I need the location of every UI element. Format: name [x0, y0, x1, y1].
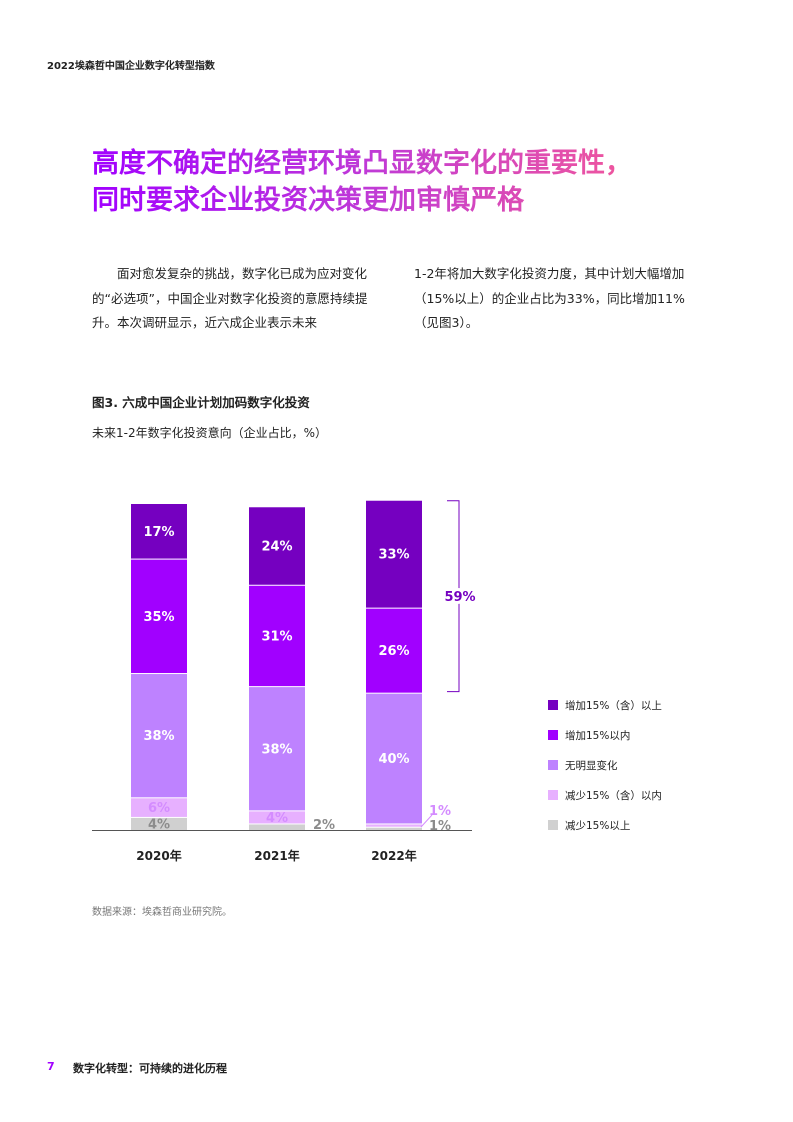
annotation-bracket: [447, 500, 460, 693]
page-number: 7: [47, 1060, 55, 1073]
data-label: 38%: [143, 729, 174, 744]
x-tick-label: 2022年: [371, 848, 416, 863]
bar-segment: [131, 559, 187, 674]
legend-swatch: [548, 820, 558, 830]
legend-swatch: [548, 760, 558, 770]
headline-line-2: 同时要求企业投资决策更加审慎严格: [92, 182, 712, 219]
figure-subtitle: 未来1-2年数字化投资意向（企业占比，%）: [92, 426, 328, 440]
running-header: 2022埃森哲中国企业数字化转型指数: [47, 61, 215, 72]
legend-label: 增加15%（含）以上: [565, 699, 662, 712]
body-text-right: 1-2年将加大数字化投资力度，其中计划大幅增加（15%以上）的企业占比为33%，…: [414, 266, 685, 330]
bar-segment: [249, 507, 305, 585]
data-label: 1%: [429, 804, 451, 819]
footer-section-title: 数字化转型：可持续的进化历程: [73, 1062, 227, 1075]
bar-segment: [131, 817, 187, 830]
data-label: 38%: [261, 742, 292, 757]
bar-segment: [366, 500, 422, 608]
bar-segment: [366, 827, 422, 830]
data-label: 40%: [378, 752, 409, 767]
legend-swatch: [548, 730, 558, 740]
data-label: 24%: [261, 540, 292, 555]
legend-label: 减少15%（含）以内: [565, 789, 662, 802]
annotation-label: 59%: [444, 590, 475, 605]
bar-segment: [249, 585, 305, 687]
legend-swatch: [548, 790, 558, 800]
legend-swatch: [548, 700, 558, 710]
bar-segment: [131, 798, 187, 817]
figure-title: 图3. 六成中国企业计划加码数字化投资: [92, 395, 310, 410]
bar-segment: [366, 693, 422, 824]
x-tick-label: 2020年: [136, 848, 181, 863]
legend-label: 减少15%以上: [565, 820, 630, 832]
x-tick-label: 2021年: [254, 848, 299, 863]
bar-segment: [249, 687, 305, 811]
legend-label: 无明显变化: [565, 759, 618, 772]
bar-segment: [131, 504, 187, 559]
bar-segment: [366, 824, 422, 827]
page-headline: 高度不确定的经营环境凸显数字化的重要性， 同时要求企业投资决策更加审慎严格: [92, 145, 712, 219]
data-label: 2%: [313, 818, 335, 833]
data-label: 35%: [143, 610, 174, 625]
legend-label: 增加15%以内: [565, 729, 630, 742]
data-label: 4%: [266, 811, 288, 826]
data-label: 26%: [378, 644, 409, 659]
bar-segment: [249, 824, 305, 830]
data-label: 6%: [148, 801, 170, 816]
body-text-left: 面对愈发复杂的挑战，数字化已成为应对变化的“必选项”，中国企业对数字化投资的意愿…: [92, 266, 368, 330]
data-label: 33%: [378, 548, 409, 563]
source-note: 数据来源：埃森哲商业研究院。: [92, 907, 232, 918]
data-label: 31%: [261, 629, 292, 644]
bar-segment: [366, 608, 422, 693]
data-label: 1%: [429, 819, 451, 834]
headline-line-1: 高度不确定的经营环境凸显数字化的重要性，: [92, 145, 712, 182]
data-label: 17%: [143, 525, 174, 540]
data-label: 4%: [148, 817, 170, 832]
label-leader-line: [420, 814, 433, 828]
bar-segment: [249, 811, 305, 824]
bar-segment: [131, 674, 187, 798]
